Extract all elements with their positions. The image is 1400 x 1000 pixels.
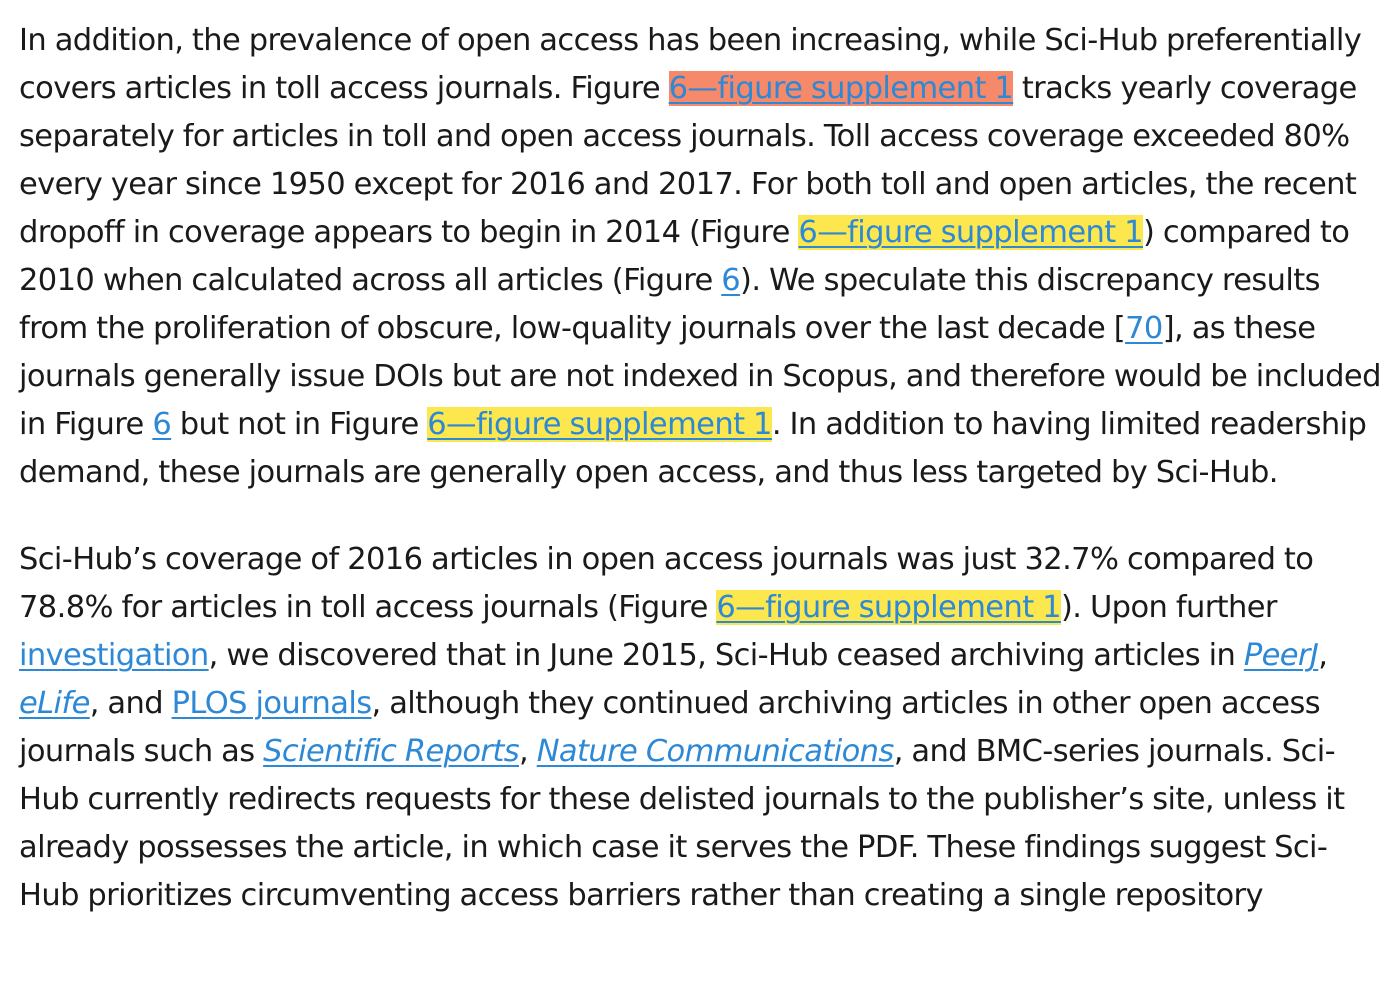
reference-70-link[interactable]: 70	[1125, 311, 1163, 346]
text-run: ). We speculate this discrepancy results…	[19, 263, 1321, 346]
text-run: ,	[1318, 638, 1328, 673]
text-run: ) compared to 2010 when calculated acros…	[19, 215, 1350, 298]
text-run: , although they continued archiving arti…	[19, 686, 1321, 769]
text-run: ,	[519, 734, 537, 769]
text-run: ], as these journals generally issue DOI…	[19, 311, 1381, 442]
text-run: ). Upon further	[1060, 590, 1277, 625]
text-run: . In addition to having limited readersh…	[19, 407, 1367, 490]
text-run: Sci-Hub’s coverage of 2016 articles in o…	[19, 542, 1314, 625]
nature-communications-link[interactable]: Nature Communications	[536, 734, 895, 769]
text-run: but not in Figure	[171, 407, 428, 442]
text-run: In addition, the prevalence of open acce…	[19, 23, 1362, 106]
paragraph-coverage-trends: In addition, the prevalence of open acce…	[19, 17, 1381, 497]
plos-journals-link[interactable]: PLOS journals	[171, 686, 373, 721]
elife-link[interactable]: eLife	[19, 686, 90, 721]
investigation-link[interactable]: investigation	[19, 638, 209, 673]
text-run: , and	[89, 686, 172, 721]
peerj-link[interactable]: PeerJ	[1243, 638, 1319, 673]
figure-6-link[interactable]: 6	[721, 263, 741, 298]
figure-6-link[interactable]: 6	[152, 407, 172, 442]
text-run: , we discovered that in June 2015, Sci-H…	[208, 638, 1244, 673]
article-body: In addition, the prevalence of open acce…	[19, 17, 1381, 959]
figure-6-supplement-1-link[interactable]: 6—figure supplement 1	[668, 71, 1014, 106]
text-run: , and BMC-series journals. Sci-Hub curre…	[19, 734, 1345, 913]
figure-6-supplement-1-link[interactable]: 6—figure supplement 1	[716, 590, 1062, 625]
figure-6-supplement-1-link[interactable]: 6—figure supplement 1	[427, 407, 772, 442]
text-run: tracks yearly coverage separately for ar…	[19, 71, 1357, 250]
paragraph-open-access-coverage: Sci-Hub’s coverage of 2016 articles in o…	[19, 536, 1381, 920]
figure-6-supplement-1-link[interactable]: 6—figure supplement 1	[798, 215, 1144, 250]
scientific-reports-link[interactable]: Scientific Reports	[263, 734, 520, 769]
